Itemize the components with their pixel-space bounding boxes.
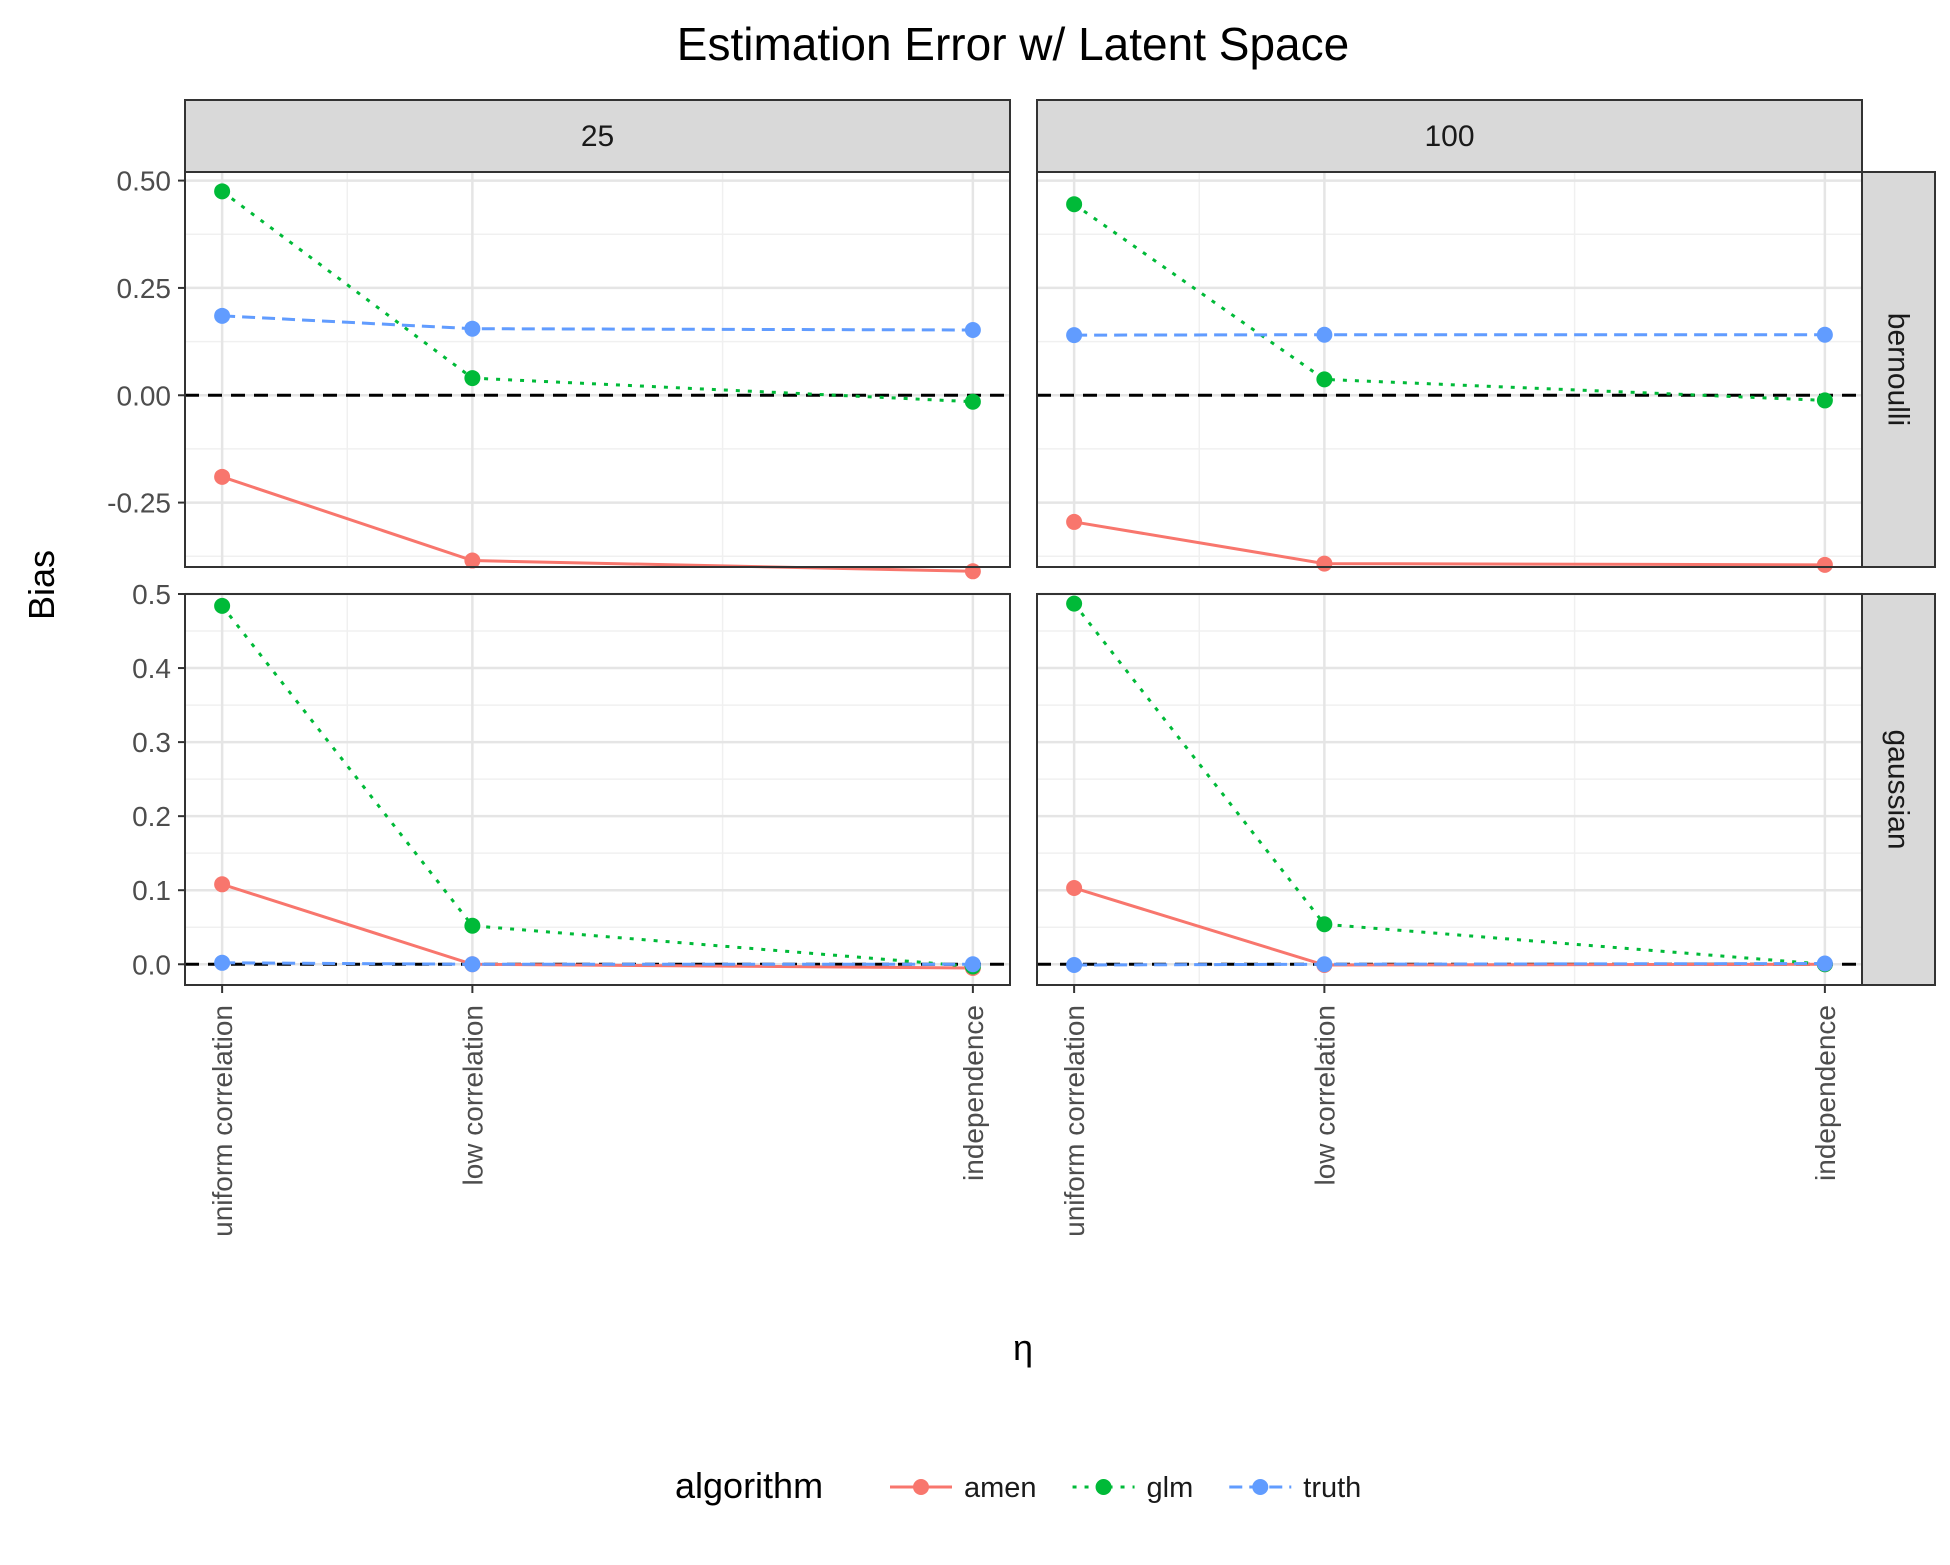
- data-point-truth-0: [214, 955, 230, 971]
- panel-gaussian-25: uniform correlation low correlation indepe…: [185, 594, 1010, 1237]
- data-point-truth-0: [1066, 327, 1082, 343]
- panel-bernoulli-100: [1037, 172, 1862, 573]
- panel-background: [1037, 594, 1862, 985]
- y-tick-label: 0.1: [132, 875, 171, 906]
- facet-grid: 25 100 bernoulli -0.25 0.00 0.25 0.50 gaussian 0…: [107, 100, 1935, 1237]
- data-point-glm-1: [1316, 371, 1332, 387]
- data-point-glm-0: [214, 598, 230, 614]
- data-point-glm-2: [965, 394, 981, 410]
- legend-key-point: [1252, 1479, 1268, 1495]
- data-point-amen-0: [214, 469, 230, 485]
- y-tick-label: 0.3: [132, 727, 171, 758]
- data-point-glm-2: [1817, 392, 1833, 408]
- y-tick-label: 0.25: [117, 273, 172, 304]
- x-tick-label: independence: [958, 1005, 989, 1181]
- legend-item-amen: amen: [890, 1472, 1037, 1504]
- data-point-glm-1: [464, 370, 480, 386]
- facet-strip-row-label: gaussian: [1882, 729, 1915, 849]
- legend-item-glm: glm: [1073, 1472, 1194, 1504]
- legend-item-truth: truth: [1229, 1472, 1361, 1504]
- x-tick-label: uniform correlation: [207, 1005, 238, 1237]
- data-point-amen-0: [1066, 514, 1082, 530]
- panel-background: [185, 172, 1010, 567]
- y-tick-label: 0.00: [117, 380, 172, 411]
- data-point-truth-0: [214, 308, 230, 324]
- y-tick-label: 0.4: [132, 653, 171, 684]
- data-point-truth-2: [1817, 327, 1833, 343]
- legend-label: glm: [1147, 1472, 1194, 1504]
- panel-background: [1037, 172, 1862, 567]
- x-tick-label: independence: [1810, 1005, 1841, 1181]
- y-axis-title: Bias: [21, 550, 62, 620]
- data-point-glm-1: [464, 918, 480, 934]
- data-point-amen-1: [1316, 556, 1332, 572]
- y-tick-label: 0.2: [132, 801, 171, 832]
- chart-title: Estimation Error w/ Latent Space: [677, 18, 1349, 70]
- data-point-glm-0: [214, 183, 230, 199]
- data-point-glm-0: [1066, 596, 1082, 612]
- panel-background: [185, 594, 1010, 985]
- y-tick-label: 0.5: [132, 579, 171, 610]
- data-point-truth-1: [464, 956, 480, 972]
- panel-gaussian-100: uniform correlation low correlation indepe…: [1037, 594, 1862, 1237]
- legend-title: algorithm: [675, 1465, 823, 1506]
- legend-label: amen: [964, 1472, 1037, 1504]
- data-point-truth-1: [1316, 956, 1332, 972]
- data-point-glm-1: [1316, 916, 1332, 932]
- data-point-amen-2: [1817, 557, 1833, 573]
- x-tick-label: low correlation: [457, 1005, 488, 1186]
- y-tick-label: 0.50: [117, 166, 172, 197]
- legend-key-point: [1096, 1479, 1112, 1495]
- legend: algorithm amen glm truth: [675, 1465, 1361, 1506]
- legend-key-point: [913, 1479, 929, 1495]
- legend-label: truth: [1303, 1472, 1361, 1504]
- y-tick-label: 0.0: [132, 949, 171, 980]
- data-point-truth-2: [965, 322, 981, 338]
- data-point-amen-0: [1066, 880, 1082, 896]
- x-tick-label: low correlation: [1309, 1005, 1340, 1186]
- facet-strip-col-label: 25: [581, 120, 614, 153]
- facet-strip-row-label: bernoulli: [1882, 313, 1915, 426]
- data-point-truth-2: [1817, 956, 1833, 972]
- x-tick-label: uniform correlation: [1059, 1005, 1090, 1237]
- y-tick-label: -0.25: [107, 488, 171, 519]
- panel-bernoulli-25: [185, 172, 1010, 579]
- data-point-truth-0: [1066, 957, 1082, 973]
- data-point-truth-1: [464, 321, 480, 337]
- data-point-glm-0: [1066, 196, 1082, 212]
- data-point-truth-2: [965, 956, 981, 972]
- data-point-amen-0: [214, 876, 230, 892]
- data-point-truth-1: [1316, 327, 1332, 343]
- data-point-amen-2: [965, 563, 981, 579]
- x-axis-title: η: [1013, 1327, 1033, 1368]
- facet-strip-col-label: 100: [1424, 120, 1474, 153]
